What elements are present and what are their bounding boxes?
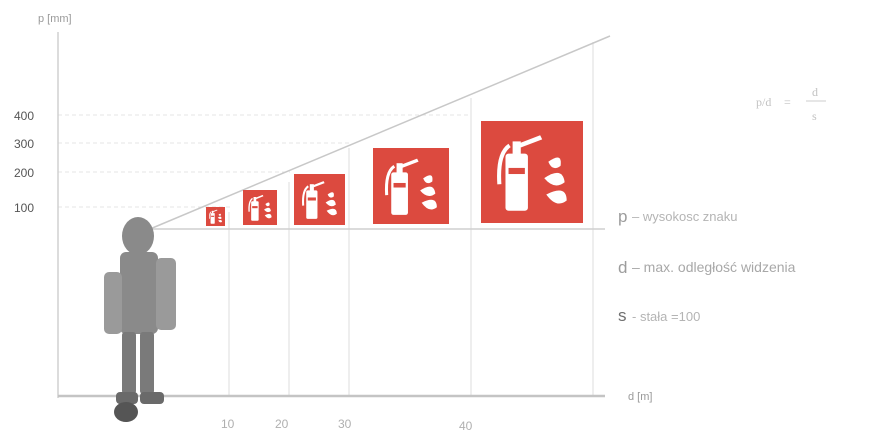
legend-p-symbol: p xyxy=(618,207,627,226)
x-tick-40: 40 xyxy=(459,419,473,433)
person-silhouette xyxy=(104,217,176,422)
y-tick-200: 200 xyxy=(14,166,34,180)
formula-rhs-denominator: s xyxy=(812,109,817,123)
fire-extinguisher-sign-large xyxy=(373,148,449,224)
x-tick-30: 30 xyxy=(338,417,352,431)
fire-extinguisher-sign-largest xyxy=(481,121,583,223)
x-axis-label: d [m] xyxy=(628,391,652,403)
vertical-lines xyxy=(228,42,594,395)
y-tick-400: 400 xyxy=(14,109,34,123)
legend-s-text: - stała =100 xyxy=(632,309,700,324)
legend-p-text: – wysokosc znaku xyxy=(632,209,738,224)
fire-extinguisher-sign-medium xyxy=(294,174,345,225)
y-axis-label: p [mm] xyxy=(38,13,72,25)
fire-extinguisher-sign-small xyxy=(243,190,277,225)
x-tick-10: 10 xyxy=(221,417,235,431)
x-tick-20: 20 xyxy=(275,417,289,431)
legend-d-symbol: d xyxy=(618,258,627,277)
sight-line xyxy=(149,35,611,230)
y-tick-300: 300 xyxy=(14,137,34,151)
fire-extinguisher-sign-smallest xyxy=(206,207,225,226)
legend-s-symbol: s xyxy=(618,306,627,325)
formula-equals: = xyxy=(784,95,791,109)
legend-d-text: – max. odległość widzenia xyxy=(632,259,796,275)
formula: p/d = d s xyxy=(756,85,826,123)
formula-rhs-numerator: d xyxy=(812,85,818,99)
legend: p – wysokosc znaku d – max. odległość wi… xyxy=(618,207,796,325)
formula-lhs: p/d xyxy=(756,95,771,109)
y-tick-100: 100 xyxy=(14,201,34,215)
